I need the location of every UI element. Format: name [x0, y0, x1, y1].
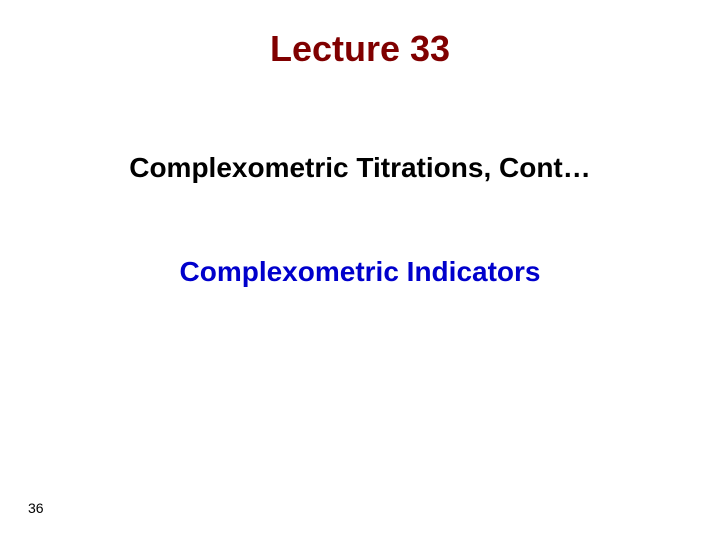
slide-container: Lecture 33 Complexometric Titrations, Co…: [0, 0, 720, 540]
page-number: 36: [28, 500, 44, 516]
lecture-indicator: Complexometric Indicators: [0, 256, 720, 288]
lecture-title: Lecture 33: [0, 28, 720, 70]
lecture-subtitle: Complexometric Titrations, Cont…: [0, 152, 720, 184]
